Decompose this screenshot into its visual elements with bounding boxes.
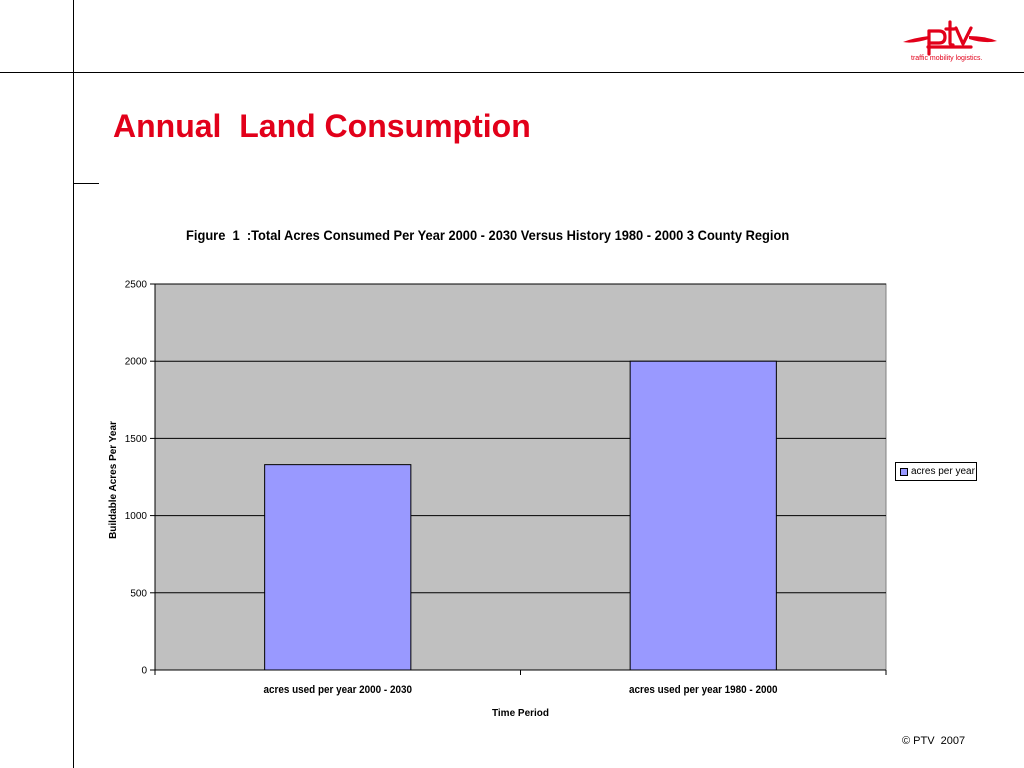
vertical-rule xyxy=(73,0,74,768)
horizontal-rule xyxy=(0,72,1024,73)
x-category-label: acres used per year 2000 - 2030 xyxy=(264,685,413,697)
logo-tagline: traffic mobility logistics. xyxy=(911,55,983,62)
y-tick-label: 1000 xyxy=(125,511,148,522)
y-tick-label: 0 xyxy=(141,666,147,677)
legend-swatch xyxy=(900,467,908,476)
y-tick-label: 2500 xyxy=(125,280,148,291)
y-axis-title: Buildable Acres Per Year xyxy=(108,421,119,539)
y-tick-label: 1500 xyxy=(125,434,148,445)
x-category-label: acres used per year 1980 - 2000 xyxy=(629,685,778,697)
ptv-logo-mark xyxy=(903,20,997,56)
legend-label: acres per year xyxy=(911,466,975,477)
bar xyxy=(629,360,777,671)
chart-legend: acres per year xyxy=(895,462,977,481)
y-tick-label: 2000 xyxy=(125,357,148,368)
y-tick-label: 500 xyxy=(130,588,147,599)
chart-title: Figure 1 :Total Acres Consumed Per Year … xyxy=(186,227,790,243)
slide-title: Annual Land Consumption xyxy=(113,108,531,144)
copyright-footer: © PTV 2007 xyxy=(902,735,966,747)
bar xyxy=(264,464,412,671)
x-axis-title: Time Period xyxy=(492,708,549,719)
title-underline-rule xyxy=(73,183,99,184)
